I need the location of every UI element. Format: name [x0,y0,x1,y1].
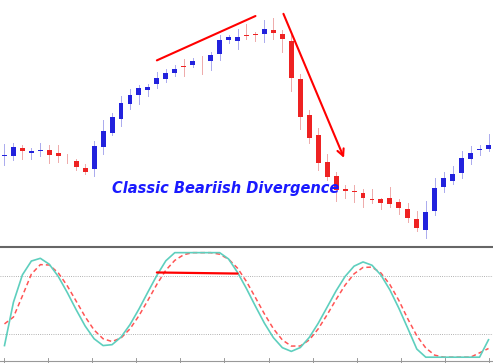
Bar [450,174,455,181]
Bar [370,199,375,200]
Bar [29,151,34,153]
Bar [199,61,204,62]
Bar [20,148,25,151]
Bar [298,79,303,117]
Bar [253,34,258,35]
Bar [432,188,437,211]
Bar [235,37,240,41]
Bar [56,153,61,156]
Bar [325,162,330,178]
Bar [128,94,133,105]
Bar [208,56,213,61]
Bar [109,117,114,132]
Bar [486,146,491,149]
Bar [280,33,285,40]
Bar [414,219,419,228]
Bar [83,168,88,172]
Bar [477,149,482,150]
Bar [145,87,150,90]
Bar [396,202,401,208]
Text: Classic Beariish Divergence: Classic Beariish Divergence [112,180,339,196]
Bar [137,88,141,95]
Bar [118,102,123,119]
Bar [423,212,428,230]
Bar [316,135,320,163]
Bar [387,199,392,204]
Bar [360,193,365,198]
Bar [190,61,195,65]
Bar [289,41,294,78]
Bar [92,146,97,169]
Bar [226,37,231,40]
Bar [173,69,177,73]
Bar [65,157,70,158]
Bar [468,153,473,159]
Bar [271,30,276,33]
Bar [334,176,339,190]
Bar [38,150,43,151]
Bar [307,115,312,138]
Bar [262,29,267,34]
Bar [181,66,186,67]
Bar [74,160,79,167]
Bar [379,199,384,203]
Bar [47,150,52,155]
Bar [154,78,159,84]
Bar [2,155,7,156]
Bar [343,188,348,191]
Bar [459,158,464,174]
Bar [405,209,410,218]
Bar [217,40,222,54]
Bar [244,35,249,36]
Bar [441,178,446,187]
Bar [101,131,106,147]
Bar [11,147,16,156]
Bar [352,191,356,192]
Bar [163,73,168,79]
